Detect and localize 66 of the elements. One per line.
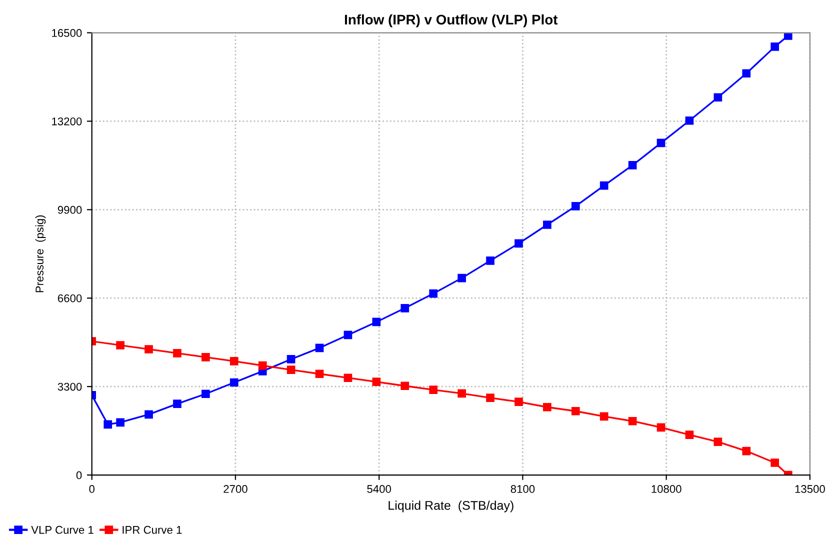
point <box>173 349 182 358</box>
point <box>344 330 352 340</box>
point <box>286 355 296 364</box>
point <box>230 357 238 366</box>
point <box>258 361 267 370</box>
point <box>315 370 324 378</box>
point <box>344 374 352 382</box>
chart-title: Inflow (IPR) v Outflow (VLP) Plot <box>344 14 558 28</box>
point <box>144 345 153 354</box>
point <box>429 386 438 394</box>
point <box>514 239 523 248</box>
y-tick-label: 16500 <box>52 29 82 37</box>
point <box>458 389 466 398</box>
y-tick-label: 6600 <box>58 294 82 302</box>
point <box>714 93 722 102</box>
legend-label: VLP Curve 1 <box>31 526 94 534</box>
point <box>486 256 494 265</box>
point <box>116 418 124 427</box>
legend-label: IPR Curve 1 <box>122 526 182 534</box>
point <box>429 289 438 298</box>
point <box>173 400 182 408</box>
x-tick-label: 8100 <box>510 485 535 493</box>
point <box>315 344 324 352</box>
y-tick-label: 9900 <box>58 206 82 214</box>
point <box>400 304 410 312</box>
point <box>571 406 580 416</box>
point <box>571 202 580 210</box>
y-tick-label: 13200 <box>52 117 82 126</box>
point <box>628 416 637 426</box>
point <box>600 412 608 421</box>
x-axis-title: Liquid Rate (STB/day) <box>388 500 514 512</box>
point <box>116 341 124 350</box>
point <box>202 390 210 398</box>
x-tick-label: 10800 <box>652 485 682 493</box>
point <box>486 394 494 402</box>
y-tick-label: 0 <box>76 471 82 480</box>
y-tick-label: 3300 <box>58 382 82 391</box>
point <box>286 366 296 374</box>
x-tick-label: 5400 <box>367 485 392 493</box>
point <box>543 402 552 412</box>
y-axis-title: Pressure (psig) <box>35 215 46 292</box>
point <box>458 274 466 282</box>
point <box>514 398 523 406</box>
point <box>742 446 751 456</box>
point <box>784 32 792 40</box>
point <box>714 438 722 446</box>
x-tick-label: 0 <box>89 485 95 493</box>
point <box>230 378 238 387</box>
point <box>770 458 780 467</box>
point <box>400 382 410 390</box>
point <box>656 423 666 432</box>
point <box>770 42 780 51</box>
point <box>685 116 694 125</box>
point <box>543 220 552 229</box>
point <box>144 410 153 419</box>
point <box>685 430 694 439</box>
point <box>628 161 637 170</box>
point <box>372 318 381 326</box>
point <box>656 138 666 148</box>
point <box>104 420 112 429</box>
point <box>372 378 381 386</box>
point <box>742 69 751 78</box>
x-tick-label: 2700 <box>224 485 248 493</box>
point <box>202 353 210 362</box>
point <box>600 181 608 190</box>
x-tick-label: 13500 <box>795 485 825 493</box>
